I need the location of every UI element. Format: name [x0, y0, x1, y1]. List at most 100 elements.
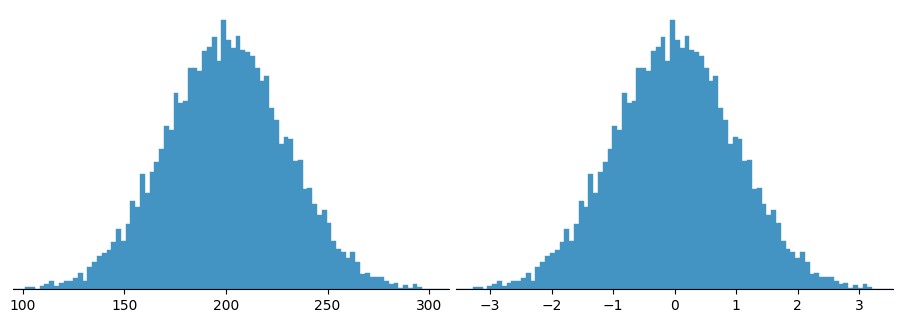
Bar — [478, 287, 482, 289]
Bar — [531, 281, 536, 289]
Bar — [25, 287, 30, 289]
Bar — [30, 287, 35, 289]
Bar — [360, 274, 364, 289]
Bar — [603, 162, 608, 289]
Bar — [786, 249, 790, 289]
Bar — [704, 68, 708, 289]
Bar — [670, 20, 675, 289]
Bar — [126, 225, 130, 289]
Bar — [164, 126, 168, 289]
Bar — [408, 288, 412, 289]
Bar — [608, 149, 612, 289]
Bar — [54, 286, 58, 289]
Bar — [757, 188, 761, 289]
Bar — [612, 126, 617, 289]
Bar — [819, 276, 824, 289]
Bar — [121, 241, 126, 289]
Bar — [767, 215, 771, 289]
Bar — [771, 210, 776, 289]
Bar — [112, 242, 116, 289]
Bar — [536, 267, 540, 289]
Bar — [651, 51, 656, 289]
Bar — [781, 241, 786, 289]
Bar — [250, 56, 255, 289]
Bar — [868, 287, 872, 289]
Bar — [742, 161, 747, 289]
Bar — [284, 137, 288, 289]
Bar — [790, 252, 796, 289]
Bar — [569, 241, 574, 289]
Bar — [255, 68, 259, 289]
Bar — [685, 36, 689, 289]
Bar — [862, 284, 868, 289]
Bar — [40, 286, 44, 289]
Bar — [364, 273, 370, 289]
Bar — [843, 283, 848, 289]
Bar — [97, 256, 102, 289]
Bar — [317, 215, 322, 289]
Bar — [675, 40, 680, 289]
Bar — [761, 204, 767, 289]
Bar — [202, 51, 207, 289]
Bar — [288, 139, 293, 289]
Bar — [83, 281, 87, 289]
Bar — [636, 68, 642, 289]
Bar — [183, 101, 188, 289]
Bar — [776, 223, 781, 289]
Bar — [487, 286, 492, 289]
Bar — [574, 225, 579, 289]
Bar — [839, 284, 843, 289]
Bar — [848, 288, 853, 289]
Bar — [412, 284, 418, 289]
Bar — [217, 61, 221, 289]
Bar — [393, 283, 399, 289]
Bar — [642, 68, 646, 289]
Bar — [593, 193, 598, 289]
Bar — [858, 288, 862, 289]
Bar — [265, 76, 269, 289]
Bar — [540, 262, 545, 289]
Bar — [632, 101, 636, 289]
Bar — [661, 37, 665, 289]
Bar — [694, 52, 699, 289]
Bar — [403, 284, 408, 289]
Bar — [810, 274, 814, 289]
Bar — [155, 162, 159, 289]
Bar — [718, 108, 723, 289]
Bar — [517, 281, 521, 289]
Bar — [116, 228, 121, 289]
Bar — [106, 250, 112, 289]
Bar — [298, 160, 302, 289]
Bar — [259, 81, 265, 289]
Bar — [805, 262, 810, 289]
Bar — [598, 172, 603, 289]
Bar — [461, 288, 465, 289]
Bar — [814, 273, 819, 289]
Bar — [622, 93, 627, 289]
Bar — [331, 241, 336, 289]
Bar — [178, 103, 183, 289]
Bar — [824, 277, 829, 289]
Bar — [728, 144, 733, 289]
Bar — [472, 287, 478, 289]
Bar — [168, 130, 174, 289]
Bar — [159, 149, 164, 289]
Bar — [747, 160, 752, 289]
Bar — [212, 37, 217, 289]
Bar — [708, 81, 714, 289]
Bar — [545, 256, 550, 289]
Bar — [312, 204, 317, 289]
Bar — [236, 36, 240, 289]
Bar — [293, 161, 298, 289]
Bar — [689, 50, 694, 289]
Bar — [374, 277, 379, 289]
Bar — [274, 120, 279, 289]
Bar — [87, 267, 92, 289]
Bar — [50, 281, 54, 289]
Bar — [379, 277, 384, 289]
Bar — [800, 252, 805, 289]
Bar — [680, 48, 685, 289]
Bar — [197, 71, 202, 289]
Bar — [226, 40, 231, 289]
Bar — [492, 284, 497, 289]
